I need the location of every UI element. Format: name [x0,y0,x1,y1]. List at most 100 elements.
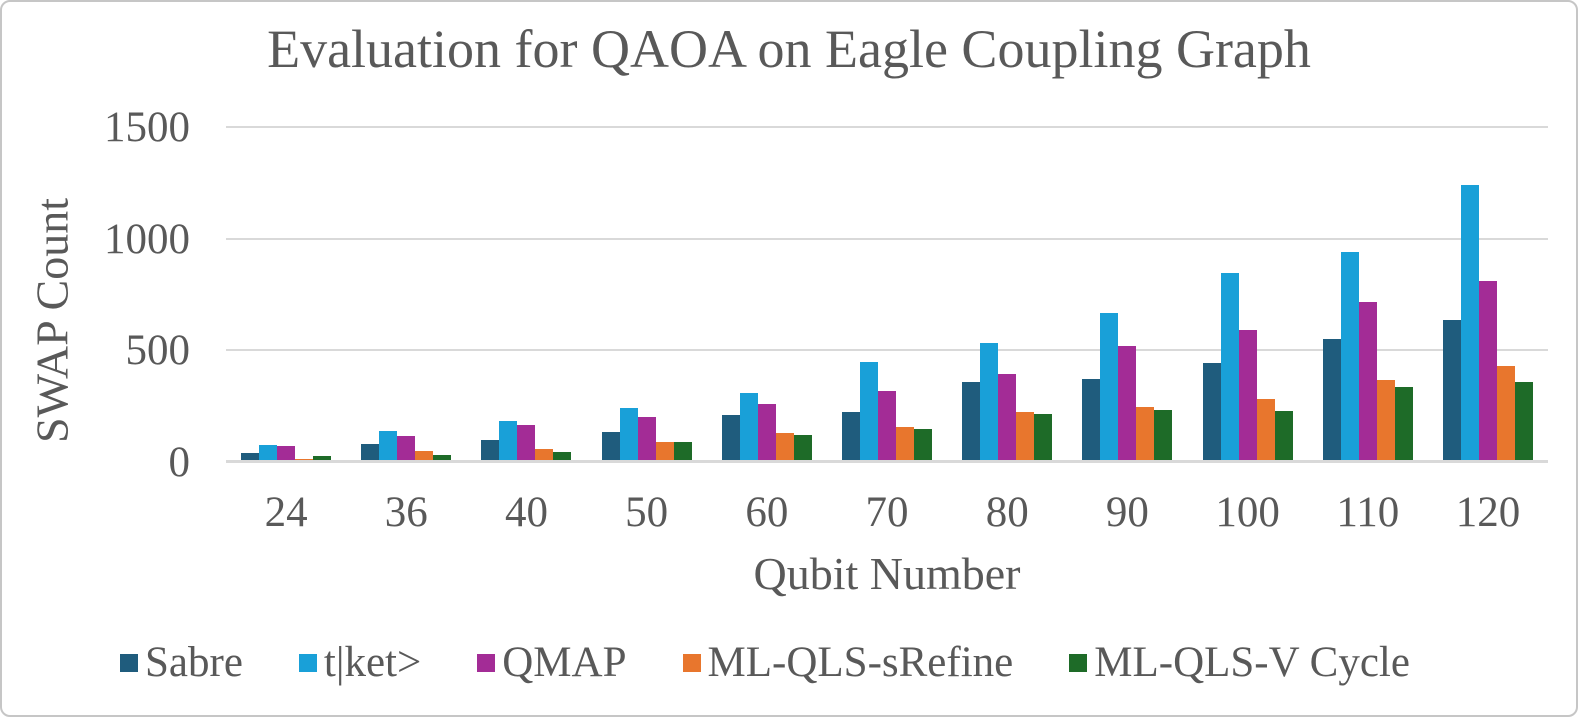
bar-ml-qls-srefine-120 [1496,365,1515,462]
bar-group-80 [947,127,1067,462]
y-tick-0: 0 [168,439,191,486]
y-axis-title: SWAP Count [26,198,78,443]
legend-label-ml-qls-v-cycle: ML-QLS-V Cycle [1094,639,1410,686]
bar-sabre-80 [962,381,981,462]
bar-group-36 [346,127,466,462]
bar-ml-qls-v-cycle-80 [1034,413,1053,462]
legend-label-sabre: Sabre [145,639,243,686]
bar-groups [226,127,1548,462]
bar-ml-qls-srefine-50 [655,442,674,462]
bar-group-50 [587,127,707,462]
bar-ml-qls-srefine-80 [1016,411,1035,462]
legend-swatch-t-ket [298,653,317,672]
bar-t-ket-24 [259,445,278,462]
bar-ml-qls-srefine-90 [1136,407,1155,462]
bar-ml-qls-v-cycle-120 [1514,381,1533,462]
bar-sabre-24 [241,453,260,462]
y-tick-1000: 1000 [104,215,190,263]
bar-sabre-90 [1082,379,1101,462]
bar-ml-qls-srefine-110 [1376,380,1395,462]
legend-swatch-ml-qls-srefine [682,653,701,672]
x-axis-line [226,460,1548,463]
legend-label-t-ket: t|ket> [323,639,422,686]
plot-area [226,126,1548,463]
bar-group-120 [1428,127,1548,462]
chart-legend: Sabre t|ket> QMAP ML-QLS-sRefine ML-QLS-V Cy… [120,638,1410,687]
legend-item-sabre: Sabre [120,638,243,687]
gridline-1000 [226,237,1548,240]
bar-sabre-110 [1322,339,1341,462]
bar-ml-qls-srefine-40 [535,449,554,462]
legend-label-ml-qls-srefine: ML-QLS-sRefine [707,639,1014,686]
gridline-1500 [226,126,1548,128]
bar-sabre-60 [721,415,740,462]
bar-t-ket-50 [619,407,638,462]
bar-group-100 [1188,127,1308,462]
bar-qmap-24 [277,446,296,462]
bar-qmap-60 [757,403,776,462]
bar-qmap-70 [878,390,897,462]
bar-sabre-50 [601,431,620,462]
bar-t-ket-90 [1100,313,1119,462]
x-tick-40: 40 [504,489,548,536]
x-tick-24: 24 [264,489,308,536]
bar-ml-qls-v-cycle-24 [313,456,332,462]
legend-swatch-sabre [120,653,138,672]
bar-group-90 [1067,127,1187,462]
legend-item-ml-qls-srefine: ML-QLS-sRefine [682,638,1014,687]
bar-qmap-36 [397,436,416,462]
x-tick-70: 70 [865,489,909,536]
y-tick-1500: 1500 [104,104,190,151]
bar-group-110 [1308,127,1428,462]
bar-ml-qls-v-cycle-40 [553,452,572,462]
gridline-500 [226,349,1548,352]
x-tick-100: 100 [1215,489,1280,536]
bar-group-60 [707,127,827,462]
bar-sabre-36 [361,444,380,462]
bar-sabre-70 [842,411,861,462]
x-axis-title: Qubit Number [753,548,1021,599]
bar-qmap-80 [998,373,1017,462]
bar-ml-qls-srefine-100 [1256,399,1275,462]
bar-qmap-90 [1118,345,1137,462]
legend-swatch-qmap [477,653,496,672]
bar-qmap-50 [637,416,656,462]
bar-t-ket-70 [860,361,879,462]
bar-ml-qls-v-cycle-50 [673,441,692,462]
bar-sabre-120 [1442,320,1461,462]
bar-t-ket-60 [739,392,758,462]
bar-t-ket-100 [1220,273,1239,462]
bar-group-24 [226,127,346,462]
bar-group-40 [466,127,586,462]
bar-ml-qls-v-cycle-60 [793,435,812,462]
legend-item-ml-qls-v-cycle: ML-QLS-V Cycle [1069,638,1410,687]
x-tick-60: 60 [745,489,789,536]
bar-t-ket-110 [1340,252,1359,462]
x-tick-90: 90 [1105,489,1149,536]
bar-qmap-110 [1358,302,1377,462]
bar-t-ket-36 [379,430,398,462]
x-tick-120: 120 [1455,489,1521,536]
x-axis-tick-labels: 24 36 40 50 60 70 80 90 100 110 120 [226,488,1548,537]
bar-ml-qls-srefine-36 [415,450,434,462]
bar-sabre-100 [1202,362,1221,462]
x-tick-36: 36 [384,489,428,536]
bar-ml-qls-v-cycle-100 [1274,410,1293,462]
bar-qmap-120 [1478,281,1497,462]
x-tick-80: 80 [985,489,1029,536]
bar-ml-qls-v-cycle-90 [1154,409,1173,462]
bar-ml-qls-v-cycle-110 [1394,387,1413,462]
bar-ml-qls-srefine-60 [775,433,794,462]
legend-swatch-ml-qls-v-cycle [1069,653,1088,672]
bar-sabre-40 [481,439,500,462]
bar-qmap-40 [517,425,536,462]
bar-t-ket-80 [980,342,999,462]
legend-item-t-ket: t|ket> [298,638,422,687]
legend-item-qmap: QMAP [477,638,627,687]
x-tick-50: 50 [625,489,669,536]
bar-t-ket-120 [1460,185,1479,462]
x-tick-110: 110 [1336,489,1400,536]
bar-t-ket-40 [499,420,518,462]
bar-qmap-100 [1238,330,1257,462]
